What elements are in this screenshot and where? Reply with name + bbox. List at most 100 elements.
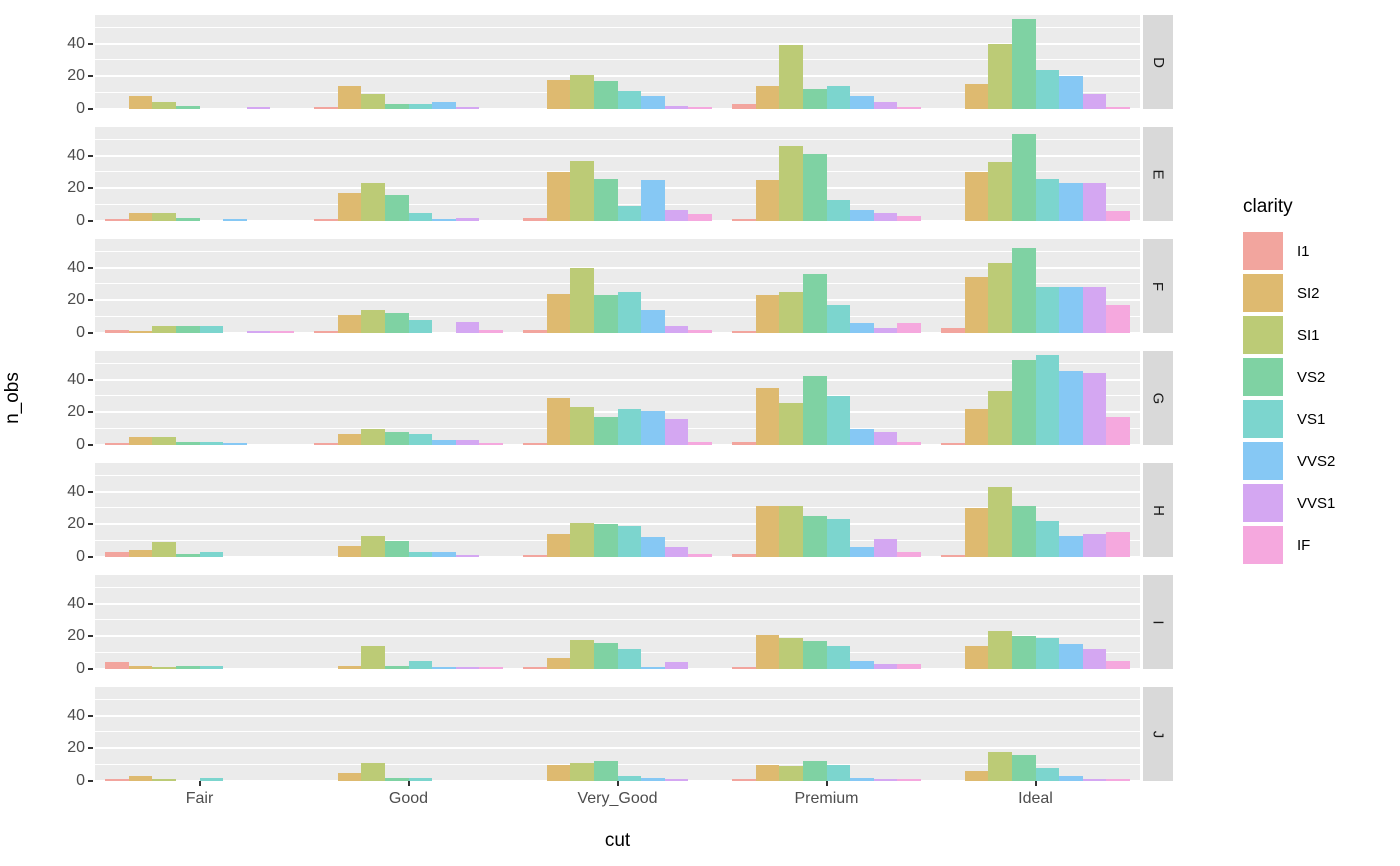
legend-item-VS1: VS1 — [1243, 400, 1393, 438]
bar-VVS1 — [873, 779, 898, 781]
bar-SI2 — [546, 79, 571, 109]
facet-strip-label: E — [1149, 168, 1167, 180]
bar-group-Ideal — [931, 687, 1140, 781]
bar-SI1 — [361, 535, 385, 557]
legend-label: VVS2 — [1297, 452, 1336, 470]
bar-group-Very_Good — [513, 351, 722, 445]
bar-group-Good — [304, 15, 513, 109]
bar-VS2 — [385, 194, 409, 221]
bar-I1 — [523, 329, 547, 333]
bar-I1 — [105, 662, 129, 669]
x-tick-mark — [407, 781, 410, 786]
bar-group-Fair — [95, 239, 304, 333]
bar-VVS2 — [850, 323, 874, 333]
bar-SI1 — [152, 212, 176, 221]
bar-I1 — [523, 443, 547, 445]
bar-SI1 — [779, 766, 803, 781]
bar-SI2 — [128, 95, 153, 109]
facet-panel-F — [95, 239, 1140, 334]
y-tick-label: 0 — [76, 436, 85, 453]
bar-SI1 — [152, 542, 176, 557]
bar-VVS1 — [873, 664, 898, 669]
bar-VS2 — [1012, 506, 1036, 557]
major-gridline — [95, 220, 1140, 222]
bar-VVS2 — [641, 537, 665, 557]
bar-VS2 — [176, 665, 200, 669]
bar-IF — [479, 443, 503, 445]
bars-container — [523, 687, 711, 781]
bars-container — [105, 127, 293, 221]
legend-label: VS1 — [1297, 410, 1326, 428]
facet-panel-I — [95, 575, 1140, 670]
y-tick-label: 0 — [76, 212, 85, 229]
bar-VVS2 — [1059, 644, 1083, 669]
minor-gridline — [95, 59, 1140, 61]
bar-VVS1 — [664, 326, 689, 333]
bar-VVS2 — [850, 95, 874, 109]
bar-SI1 — [361, 763, 385, 781]
bar-VVS2 — [641, 180, 665, 221]
bar-IF — [1106, 107, 1130, 109]
y-tick-mark — [88, 523, 93, 526]
bar-I1 — [314, 443, 338, 445]
major-gridline — [95, 602, 1140, 605]
facet-panel-J — [95, 687, 1140, 782]
bar-VS2 — [1012, 134, 1036, 221]
bar-SI1 — [152, 436, 176, 445]
bar-VVS1 — [664, 662, 689, 669]
major-gridline — [95, 42, 1140, 45]
bar-IF — [270, 331, 294, 333]
y-tick-mark — [88, 108, 93, 110]
bar-group-Fair — [95, 463, 304, 557]
facet-strip-E: E — [1143, 127, 1173, 221]
major-gridline — [95, 444, 1140, 446]
bar-VVS1 — [664, 779, 689, 781]
bar-group-Premium — [722, 687, 931, 781]
bar-VVS2 — [1059, 76, 1083, 109]
bar-SI1 — [152, 667, 176, 669]
bar-VS2 — [1012, 754, 1036, 781]
y-tick-mark — [88, 299, 93, 302]
bar-VVS1 — [455, 440, 480, 445]
minor-gridline — [95, 395, 1140, 397]
facet-panel-D — [95, 15, 1140, 110]
bar-VS1 — [408, 212, 433, 221]
bar-SI2 — [337, 193, 362, 221]
bar-VVS1 — [455, 667, 480, 669]
minor-gridline — [95, 731, 1140, 733]
bar-VS2 — [803, 89, 827, 109]
major-gridline — [95, 75, 1140, 78]
bars-container — [523, 463, 712, 557]
facet-strip-I: I — [1143, 575, 1173, 669]
bar-SI2 — [755, 506, 780, 557]
bars-container — [105, 463, 293, 557]
bar-IF — [479, 667, 503, 669]
bar-VS1 — [408, 777, 433, 781]
y-tick-mark — [88, 187, 93, 190]
bar-VVS2 — [1059, 287, 1083, 333]
bar-group-Ideal — [931, 351, 1140, 445]
bar-SI1 — [779, 45, 803, 109]
y-axis-title: n_obs — [2, 372, 23, 424]
bar-VS1 — [826, 199, 851, 221]
bar-IF — [688, 107, 712, 109]
legend: clarity I1 SI2 SI1 VS2 VS1 VVS2 VVS1 IF — [1243, 196, 1393, 568]
bar-VS2 — [176, 441, 200, 445]
bar-IF — [1106, 305, 1130, 333]
bar-group-Premium — [722, 575, 931, 669]
bar-SI1 — [152, 102, 176, 109]
bar-SI2 — [128, 436, 153, 445]
bar-VS2 — [385, 777, 409, 781]
bar-VS1 — [617, 206, 642, 221]
bar-VVS1 — [1082, 287, 1107, 333]
bar-I1 — [941, 443, 965, 445]
bar-VS1 — [617, 91, 642, 109]
bars-container — [314, 463, 502, 557]
bar-I1 — [314, 331, 338, 333]
bar-SI2 — [964, 84, 989, 109]
legend-swatch — [1243, 316, 1283, 354]
bar-I1 — [732, 441, 756, 445]
bar-IF — [897, 323, 921, 333]
legend-item-VS2: VS2 — [1243, 358, 1393, 396]
bar-VVS1 — [455, 321, 480, 333]
